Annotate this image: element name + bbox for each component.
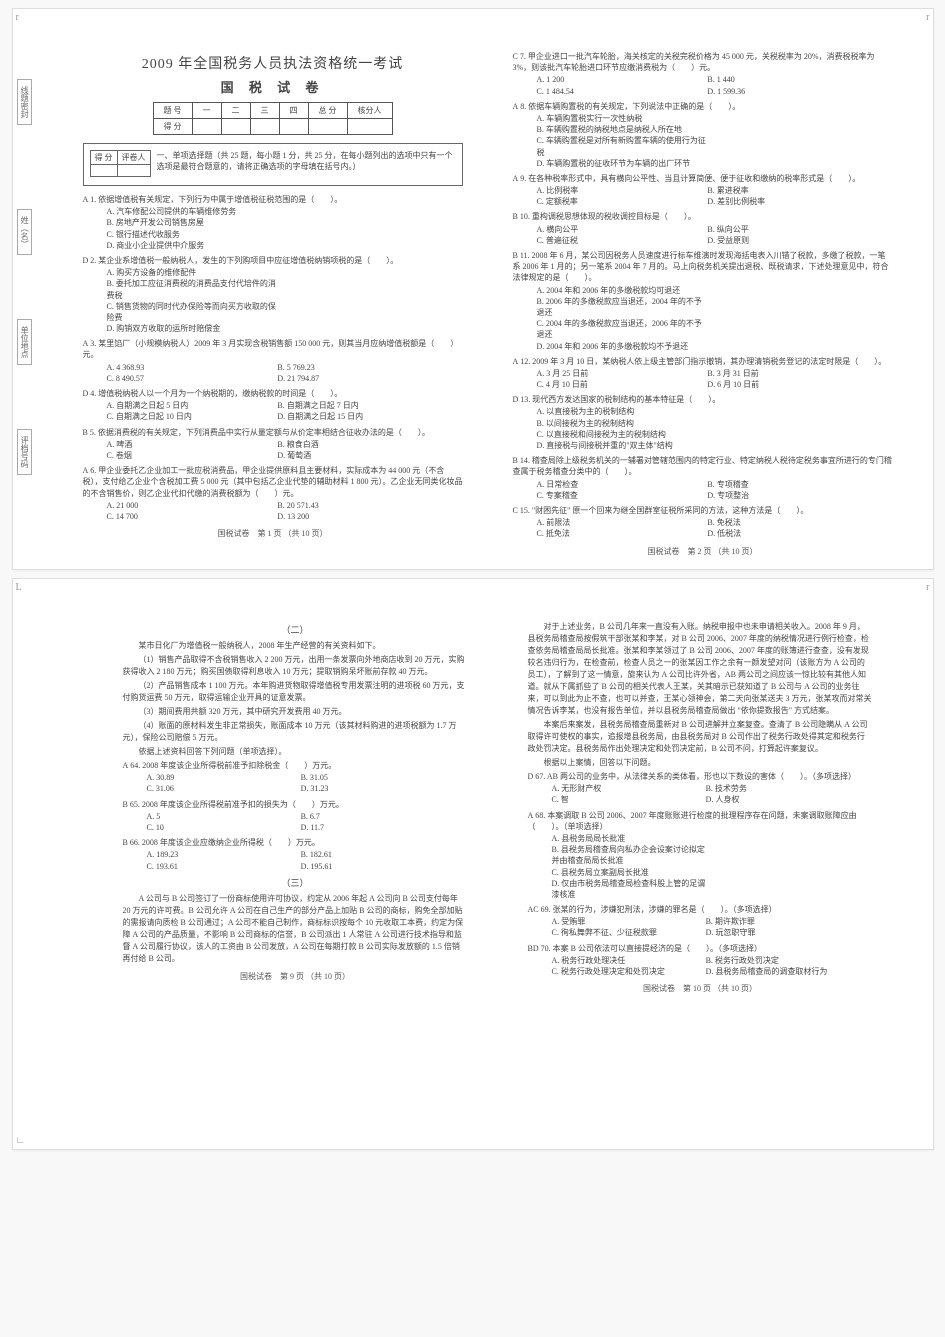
q11: B 11. 2008 年 6 月，某公司因税务人员速度进行标车维演时发现海括电表… bbox=[513, 250, 893, 352]
lead: 依据上述资料回答下列问题（单项选择）。 bbox=[123, 746, 468, 758]
section-1-head: 得 分评卷人 一、单项选择题（共 25 题，每小题 1 分，共 25 分，在每小… bbox=[83, 143, 463, 186]
item: （4）账面的原材料发生非正常损失，账面成本 10 万元（该其材料购进的进项税额为… bbox=[123, 720, 468, 744]
q65: B 65. 2008 年度该企业所得税前准予扣的损失为（ ）万元。 A. 5B.… bbox=[123, 799, 468, 834]
section-3-head: （三） bbox=[123, 876, 468, 889]
q66: B 66. 2008 年度该企业应缴纳企业所得税（ ）万元。 A. 189.23… bbox=[123, 837, 468, 872]
item: （3）期间费用共额 320 万元，其中研究开发费用 40 万元。 bbox=[123, 706, 468, 718]
q6: A 6. 甲企业委托乙企业加工一批应税消费品，甲企业提供原料且主要材料，实际成本… bbox=[83, 465, 463, 522]
item: （2）产品销售成本 1 100 万元。本年购进货物取得增值税专用发票注明的进项税… bbox=[123, 680, 468, 704]
q15: C 15. "财困先征" 原一个回来为继全国群室征税所采同的方法，这种方法是（ … bbox=[513, 505, 893, 540]
q12: A 12. 2009 年 3 月 10 日，某纳税人依上级主管部门指示撤销，其办… bbox=[513, 356, 893, 391]
sheet: 2009 年全国税务人员执法资格统一考试 国 税 试 卷 题 号 一 二 三 四… bbox=[13, 9, 933, 577]
q7: C 7. 甲企业进口一批汽车轮胎，海关核定的关税完税价格为 45 000 元，关… bbox=[513, 51, 893, 97]
corner: L bbox=[16, 582, 22, 593]
binding-tab: 单位地点 bbox=[17, 319, 33, 365]
page-9: （二） 某市日化厂为增值税一般纳税人，2008 年生产经营的有关资料如下。 （1… bbox=[33, 609, 498, 1004]
binding-tab: 评档号码 bbox=[17, 429, 33, 475]
para: 对于上述业务，B 公司几年来一直没有入账。纳税申报中也未申请相关收入。2008 … bbox=[528, 621, 873, 717]
q4: D 4. 增值税纳税人以一个月为一个纳税期的，缴纳税款的时间是（ ）。 A. 自… bbox=[83, 388, 463, 423]
q67: D 67. AB 两公司的业务中，从法律关系的类体看，形也以下数设的害体（ ）。… bbox=[528, 771, 873, 806]
item: （1）销售产品取得不含税销售收入 2 200 万元，出用一条发票向外地商店收到 … bbox=[123, 654, 468, 678]
corner: r bbox=[926, 582, 929, 593]
para: A 公司与 B 公司签订了一份商标使用许可协议，约定从 2006 年起 A 公司… bbox=[123, 893, 468, 965]
q3: A 3. 某里馅厂（小规模纳税人）2009 年 3 月实现含税销售额 150 0… bbox=[83, 338, 463, 384]
binding-tab: 姓（名） bbox=[17, 209, 33, 255]
binding-tab: 线题密封 bbox=[17, 79, 33, 125]
section-2-head: （二） bbox=[123, 623, 468, 636]
intro: 某市日化厂为增值税一般纳税人，2008 年生产经营的有关资料如下。 bbox=[123, 640, 468, 652]
page-foot-2: 国税试卷 第 2 页 （共 10 页） bbox=[513, 546, 893, 557]
lead: 根据以上案情，回答以下问题。 bbox=[528, 757, 873, 769]
page-2: C 7. 甲企业进口一批汽车轮胎，海关核定的关税完税价格为 45 000 元，关… bbox=[483, 39, 913, 567]
q5: B 5. 依据消费税的有关规定，下列消费品中实行从量定额与从价定率相结合征收办法… bbox=[83, 427, 463, 462]
q69: AC 69. 张某的行为，涉嫌犯刑法，涉嫌的罪名是（ ）。（多项选择） A. 受… bbox=[528, 904, 873, 939]
q8: A 8. 依据车辆购置税的有关规定，下列说法中正确的是（ ）。 A. 车辆购置税… bbox=[513, 101, 893, 169]
q9: A 9. 在各种税率形式中，具有横向公平性、当且计算简便、便于征收和缴纳的税率形… bbox=[513, 173, 893, 208]
page-foot-10: 国税试卷 第 10 页 （共 10 页） bbox=[528, 983, 873, 994]
q13: D 13. 现代西方发达国家的税制结构的基本特征是（ ）。 A. 以直接税为主的… bbox=[513, 394, 893, 451]
page-1: 2009 年全国税务人员执法资格统一考试 国 税 试 卷 题 号 一 二 三 四… bbox=[33, 39, 483, 567]
page-foot-9: 国税试卷 第 9 页 （共 10 页） bbox=[123, 971, 468, 982]
q14: B 14. 稽查局除上级税务机关的一辅署对管辖范围内的特定行业、特定纳税人税待定… bbox=[513, 455, 893, 501]
q10: B 10. 重构调税思想体现的税收调控目标是（ ）。 A. 横向公平B. 纵向公… bbox=[513, 211, 893, 246]
scan-page-bot: L r ∟ （二） 某市日化厂为增值税一般纳税人，2008 年生产经营的有关资料… bbox=[12, 578, 934, 1150]
q70: BD 70. 本案 B 公司依法可以直接提经济的是（ ）。（多项选择） A. 税… bbox=[528, 943, 873, 978]
sheet: （二） 某市日化厂为增值税一般纳税人，2008 年生产经营的有关资料如下。 （1… bbox=[13, 579, 933, 1014]
exam-title: 2009 年全国税务人员执法资格统一考试 bbox=[83, 53, 463, 73]
para: 本案后来案发，县税务局稽查局重新对 B 公司进解并立案复查。查清了 B 公司隐瞒… bbox=[528, 719, 873, 755]
page-foot-1: 国税试卷 第 1 页 （共 10 页） bbox=[83, 528, 463, 539]
q1: A 1. 依据增值税有关规定，下列行为中属于增值税征税范围的是（ ）。 A. 汽… bbox=[83, 194, 463, 251]
mini-score: 得 分评卷人 bbox=[90, 150, 151, 177]
corner: r bbox=[926, 12, 929, 23]
corner: r bbox=[16, 12, 19, 23]
corner: ∟ bbox=[16, 1135, 26, 1146]
section-1-instr: 一、单项选择题（共 25 题，每小题 1 分，共 25 分，在每小题列出的选项中… bbox=[157, 151, 453, 171]
page-10: 对于上述业务，B 公司几年来一直没有入账。纳税申报中也未申请相关收入。2008 … bbox=[498, 609, 913, 1004]
q2: D 2. 某企业系增值税一般纳税人，发生的下列购项目中应征增值税纳销项税的是（ … bbox=[83, 255, 463, 334]
score-table: 题 号 一 二 三 四 总 分 核分人 得 分 bbox=[153, 102, 393, 135]
q64: A 64. 2008 年度该企业所得税前准予扣除税金（ ）万元。 A. 30.8… bbox=[123, 760, 468, 795]
q68: A 68. 本案调取 B 公司 2006、2007 年度账账进行检度的批理程序存… bbox=[528, 810, 873, 901]
scan-page-top: r r 线题密封 姓（名） 单位地点 评档号码 2009 年全国税务人员执法资格… bbox=[12, 8, 934, 570]
exam-subtitle: 国 税 试 卷 bbox=[83, 77, 463, 96]
